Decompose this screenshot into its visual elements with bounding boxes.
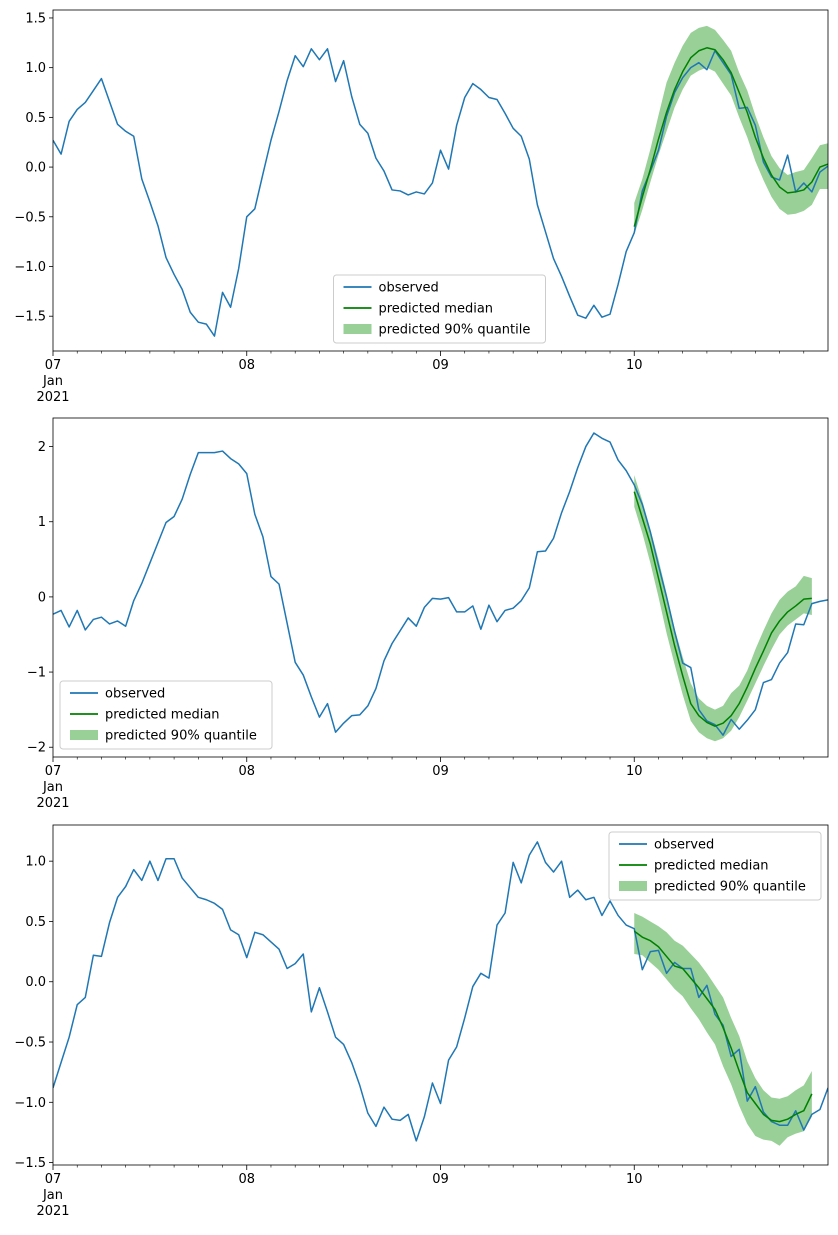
x-tick-label: 08 xyxy=(238,358,255,373)
median-line xyxy=(633,47,828,227)
legend-box xyxy=(333,274,546,344)
x-tick-sublabel: Jan xyxy=(42,374,63,389)
observed-line xyxy=(53,841,828,1142)
plot-area xyxy=(53,25,828,337)
legend-quantile-label: predicted 90% quantile xyxy=(105,729,257,744)
legend: observed predicted median predicted 90% qu… xyxy=(333,274,546,344)
y-tick-label: 0.0 xyxy=(25,161,46,176)
y-tick-label: 0.5 xyxy=(25,111,46,126)
x-tick-sublabel: 2021 xyxy=(36,1204,69,1219)
legend-median-label: predicted median xyxy=(105,708,220,723)
y-tick-label: 1 xyxy=(38,515,46,530)
y-tick-label: −0.5 xyxy=(14,1036,46,1051)
x-tick-sublabel: 2021 xyxy=(36,390,69,405)
x-tick-label: 09 xyxy=(432,764,449,779)
y-tick-label: 2 xyxy=(38,440,46,455)
y-tick-label: 0.0 xyxy=(25,975,46,990)
x-tick-sublabel: Jan xyxy=(42,780,63,795)
legend-quantile-symbol xyxy=(70,730,98,740)
legend-quantile-label: predicted 90% quantile xyxy=(654,880,806,895)
plot-area xyxy=(53,432,828,742)
observed-line xyxy=(53,432,828,736)
y-tick-label: −1.5 xyxy=(14,1156,46,1171)
y-tick-label: 0 xyxy=(38,590,46,605)
x-tick-label: 08 xyxy=(238,1172,255,1187)
x-tick-label: 07 xyxy=(45,764,62,779)
y-tick-label: 1.5 xyxy=(25,11,46,26)
y-tick-label: 0.5 xyxy=(25,915,46,930)
y-tick-label: −2 xyxy=(27,741,46,756)
legend-observed-label: observed xyxy=(379,281,439,296)
y-tick-label: −1 xyxy=(27,666,46,681)
legend: observed predicted median predicted 90% qu… xyxy=(608,831,822,901)
quantile-band xyxy=(634,475,812,742)
x-tick-sublabel: 2021 xyxy=(36,796,69,811)
x-tick-label: 10 xyxy=(626,358,643,373)
legend-observed-label: observed xyxy=(105,687,165,702)
x-tick-label: 08 xyxy=(238,764,255,779)
legend-quantile-symbol xyxy=(619,881,647,891)
plot-area xyxy=(53,841,828,1146)
observed-line xyxy=(53,48,828,337)
legend-quantile-symbol xyxy=(343,324,372,334)
x-tick-label: 09 xyxy=(432,358,449,373)
legend: observed predicted median predicted 90% qu… xyxy=(59,680,273,750)
y-tick-label: −1.0 xyxy=(14,260,46,275)
legend-quantile-label: predicted 90% quantile xyxy=(379,323,531,338)
x-tick-sublabel: Jan xyxy=(42,1188,63,1203)
x-tick-label: 09 xyxy=(432,1172,449,1187)
y-tick-label: 1.0 xyxy=(25,855,46,870)
legend-median-label: predicted median xyxy=(654,859,769,874)
legend-observed-label: observed xyxy=(654,838,714,853)
legend-median-label: predicted median xyxy=(379,302,494,317)
median-line xyxy=(633,930,813,1123)
x-tick-label: 07 xyxy=(45,358,62,373)
y-tick-label: −1.0 xyxy=(14,1096,46,1111)
y-tick-label: −0.5 xyxy=(14,210,46,225)
x-tick-label: 10 xyxy=(626,1172,643,1187)
y-tick-label: −1.5 xyxy=(14,310,46,325)
median-line xyxy=(633,491,812,727)
legend-box xyxy=(608,831,822,901)
y-tick-label: 1.0 xyxy=(25,61,46,76)
legend-box xyxy=(59,680,273,750)
x-tick-label: 07 xyxy=(45,1172,62,1187)
x-tick-label: 10 xyxy=(626,764,643,779)
